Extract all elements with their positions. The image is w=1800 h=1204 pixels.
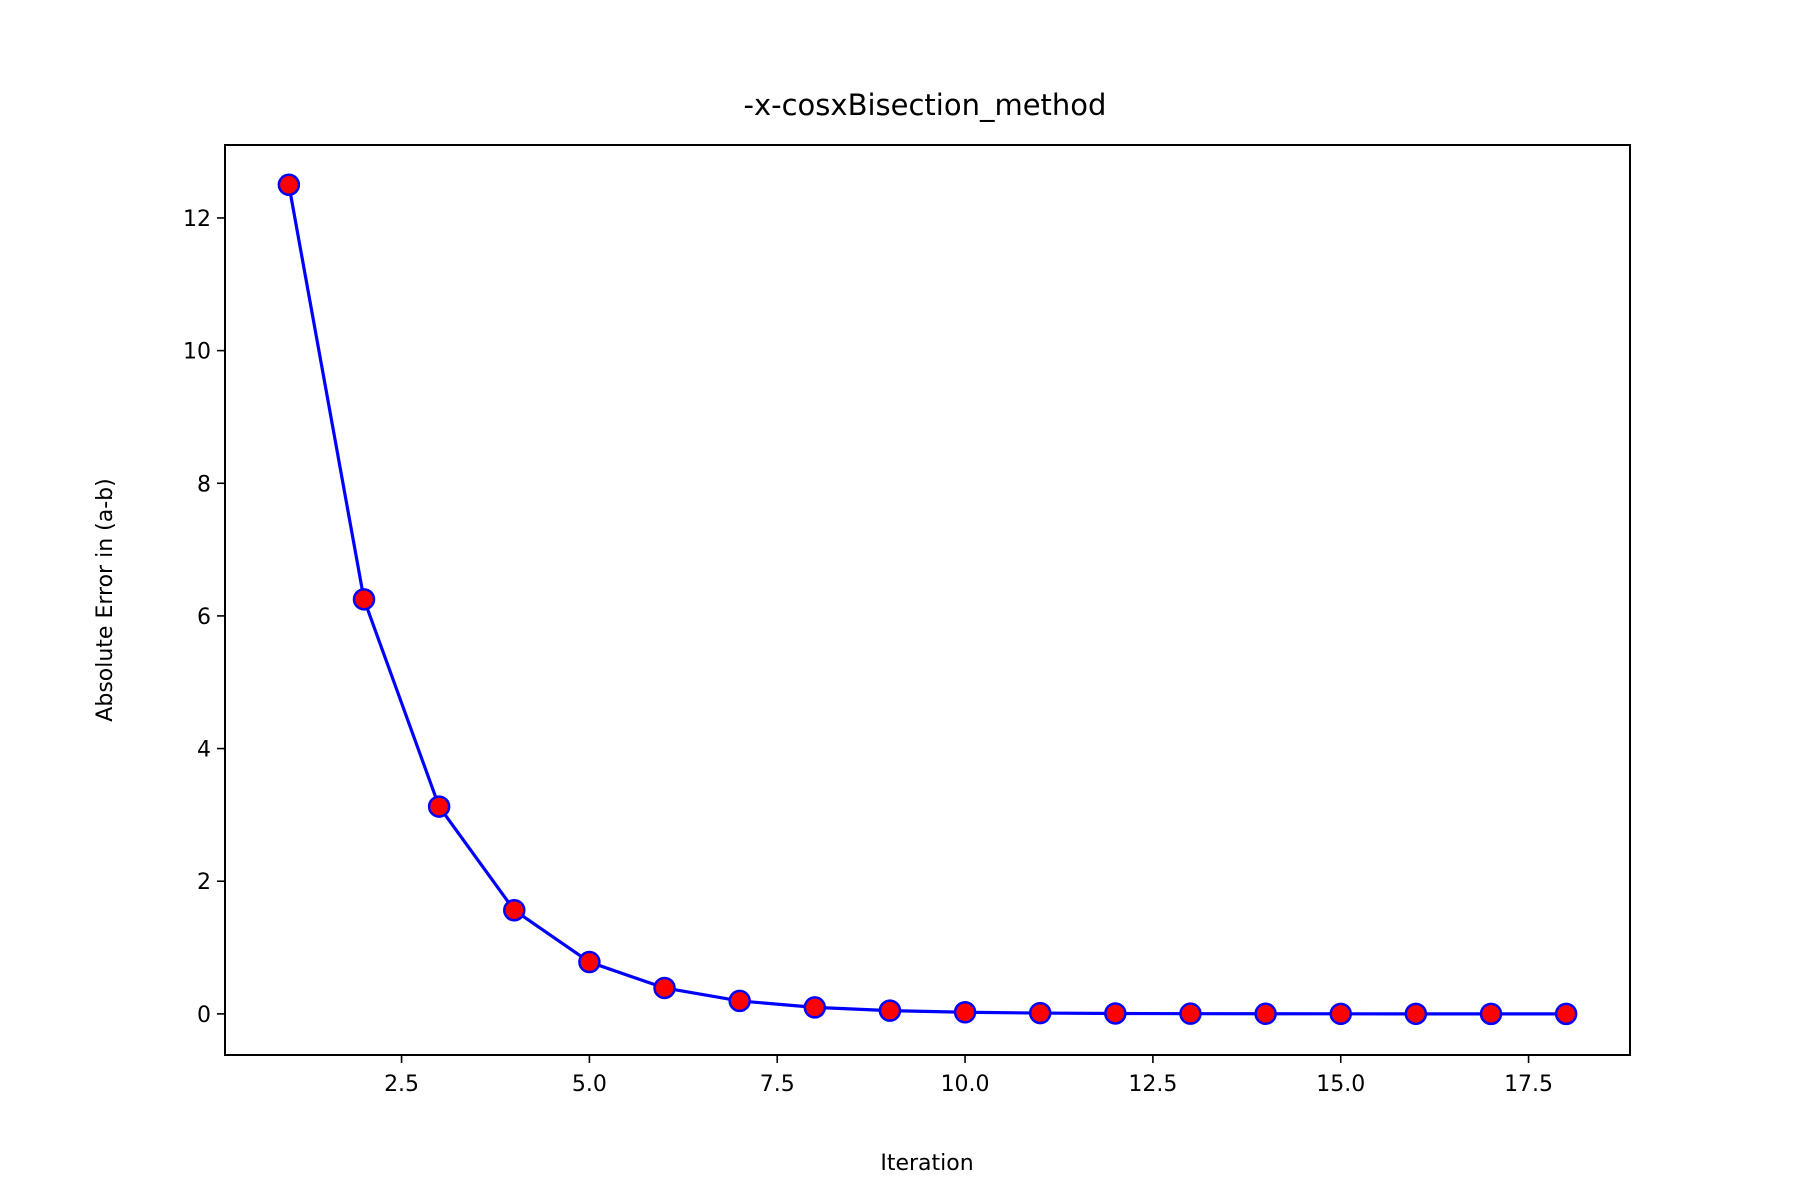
data-point [578, 950, 601, 974]
y-tick-label: 6 [197, 605, 211, 630]
x-tick-label: 7.5 [760, 1072, 795, 1097]
y-tick-label: 2 [197, 870, 211, 895]
data-point [1554, 1002, 1578, 1026]
x-axis-ticks: 2.5 5.0 7.5 10.0 12.5 15.0 17.5 [384, 1055, 1553, 1097]
data-point [352, 588, 376, 611]
x-tick-label: 12.5 [1128, 1072, 1177, 1097]
data-point [427, 795, 451, 818]
data-point [1179, 1002, 1202, 1025]
data-point [1104, 1002, 1127, 1025]
x-tick-label: 15.0 [1316, 1072, 1365, 1097]
y-tick-label: 10 [183, 340, 211, 365]
x-tick-label: 10.0 [941, 1072, 990, 1097]
chart-title: -x-cosxBisection_method [744, 88, 1107, 122]
data-point [878, 999, 902, 1022]
y-tick-label: 12 [183, 207, 211, 232]
data-point [1479, 1002, 1503, 1026]
x-tick-label: 17.5 [1504, 1072, 1553, 1097]
y-tick-label: 8 [197, 472, 211, 497]
x-axis-label: Iteration [880, 1151, 973, 1176]
data-point [1329, 1002, 1352, 1026]
series-line [287, 184, 1567, 1016]
x-tick-label: 2.5 [384, 1072, 419, 1097]
y-axis-ticks: 0 2 4 6 8 10 12 [183, 207, 225, 1028]
data-point [728, 989, 751, 1013]
x-tick-label: 5.0 [572, 1072, 607, 1097]
y-tick-label: 0 [197, 1003, 211, 1028]
data-point [277, 173, 301, 197]
data-point [503, 898, 526, 922]
data-point [803, 996, 827, 1019]
data-point [1254, 1002, 1277, 1026]
data-point [1028, 1001, 1052, 1025]
series-layer [277, 173, 1578, 1026]
data-point [653, 976, 676, 1000]
y-tick-label: 4 [197, 738, 211, 763]
y-axis-label: Absolute Error in (a-b) [93, 478, 118, 721]
data-point [953, 1001, 977, 1024]
plot-frame [224, 144, 1631, 1056]
data-point [1404, 1002, 1428, 1026]
